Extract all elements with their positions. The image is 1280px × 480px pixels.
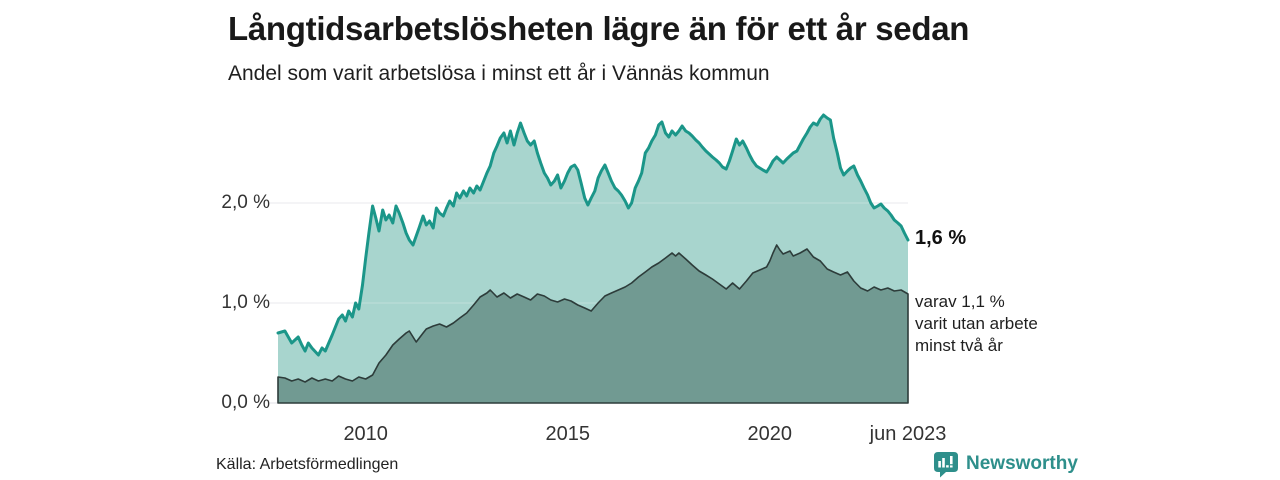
exclamation-dot xyxy=(950,465,953,468)
y-axis-tick-label: 1,0 % xyxy=(221,292,270,313)
area-chart xyxy=(270,113,910,404)
line-unemployed-one-year xyxy=(276,113,910,357)
annotation-line: varit utan arbete xyxy=(915,314,1038,333)
annotation-line: varav 1,1 % xyxy=(915,292,1005,311)
area-unemployed-two-years xyxy=(277,244,909,404)
bar-dot xyxy=(946,465,949,468)
brand-logo: Newsworthy xyxy=(933,451,1078,479)
page-title: Långtidsarbetslösheten lägre än för ett … xyxy=(228,10,970,47)
brand-wordmark: Newsworthy xyxy=(966,453,1078,474)
annotation-line: minst två år xyxy=(915,336,1003,355)
x-axis-tick-label: 2010 xyxy=(343,423,388,445)
x-axis-tick-label: jun 2023 xyxy=(869,423,947,445)
series-end-value-label: 1,6 % xyxy=(915,227,967,249)
newsworthy-icon xyxy=(934,452,958,478)
exclamation-bar xyxy=(950,456,953,465)
series-detail-annotation: varav 1,1 % varit utan arbete minst två … xyxy=(915,291,1038,357)
y-axis-tick-label: 2,0 % xyxy=(221,192,270,213)
page-subtitle: Andel som varit arbetslösa i minst ett å… xyxy=(228,62,770,85)
x-axis-tick-label: 2015 xyxy=(545,423,590,445)
source-note: Källa: Arbetsförmedlingen xyxy=(216,456,399,473)
speech-bubble-shape xyxy=(934,452,958,478)
bar-2 xyxy=(942,458,945,468)
bar-1 xyxy=(938,461,941,468)
x-axis-tick-label: 2020 xyxy=(747,423,793,445)
y-axis-tick-label: 0,0 % xyxy=(221,392,270,413)
